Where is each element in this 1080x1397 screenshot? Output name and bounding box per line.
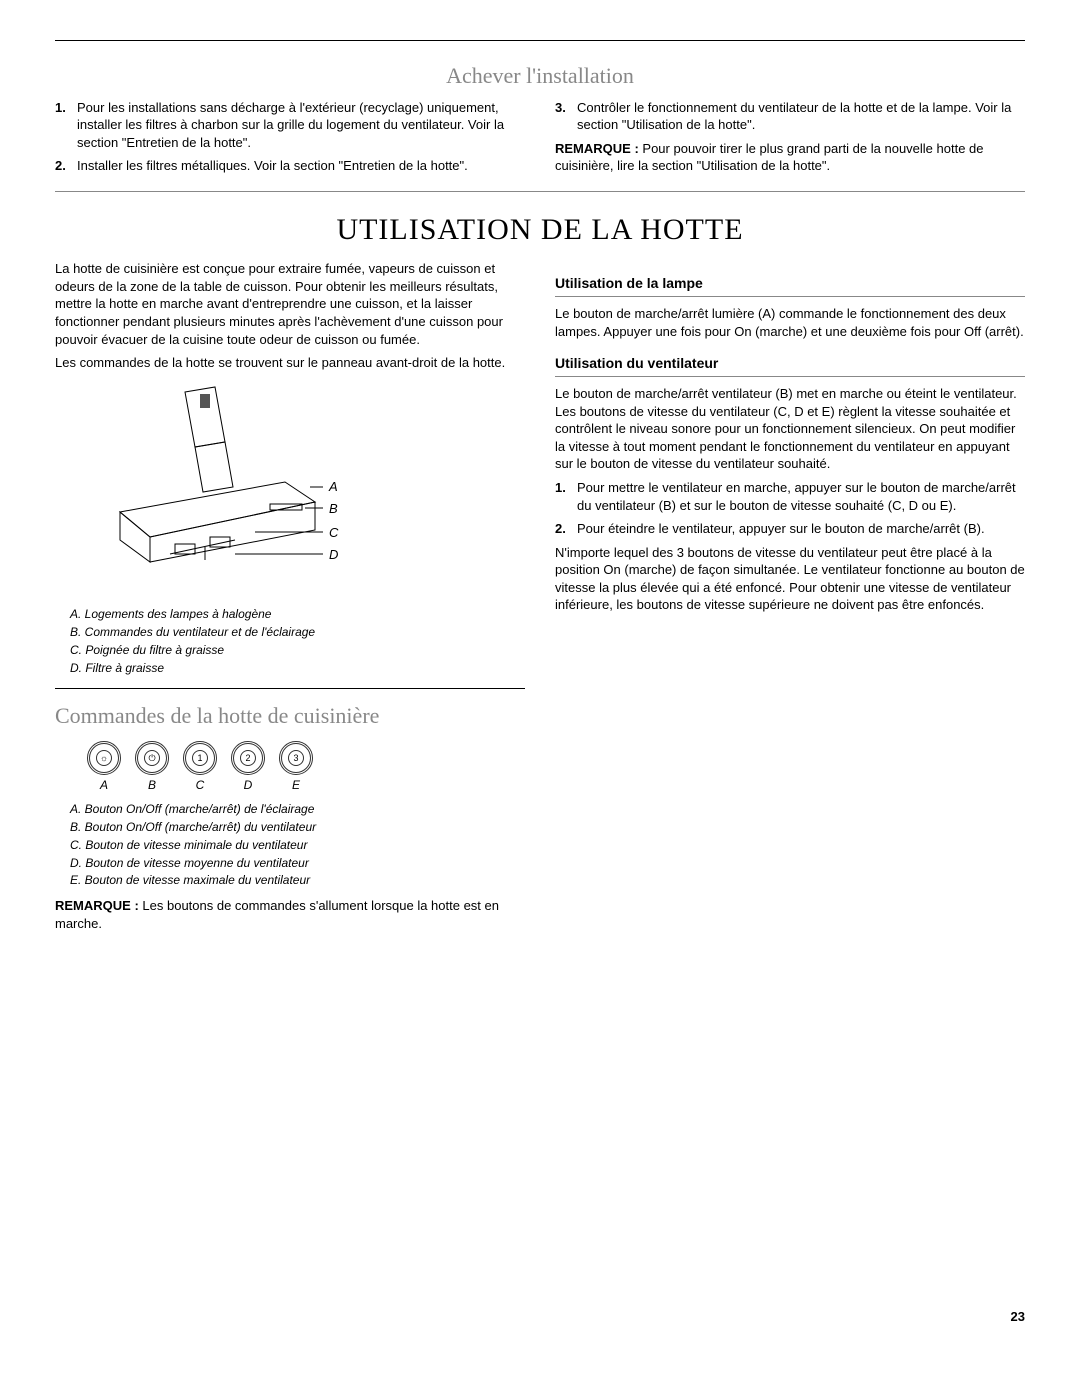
caption-line: B. Bouton On/Off (marche/arrêt) du venti… <box>70 819 525 836</box>
button-label: D <box>244 777 253 793</box>
step-num: 2. <box>55 157 77 175</box>
caption-line: D. Bouton de vitesse moyenne du ventilat… <box>70 855 525 872</box>
button-circle: ⏻ <box>135 741 169 775</box>
diagram-caption: A. Logements des lampes à halogène B. Co… <box>70 606 525 676</box>
button-label: E <box>292 777 300 793</box>
button-d: 2 D <box>231 741 265 793</box>
buttons-row: ☼ A ⏻ B 1 C 2 D 3 E <box>87 741 525 793</box>
button-label: C <box>196 777 205 793</box>
page-number: 23 <box>55 1308 1025 1326</box>
top-rule <box>55 40 1025 41</box>
section2-columns: La hotte de cuisinière est conçue pour e… <box>55 260 1025 938</box>
section2-right: Utilisation de la lampe Le bouton de mar… <box>555 260 1025 938</box>
diag-label-b: B <box>329 501 338 516</box>
hood-diagram-svg: A B C D <box>55 382 355 592</box>
step-text: Pour les installations sans décharge à l… <box>77 99 525 152</box>
diag-label-c: C <box>329 525 339 540</box>
caption-line: A. Logements des lampes à halogène <box>70 606 525 623</box>
remark-label: REMARQUE : <box>555 141 639 156</box>
button-inner-icon: ⏻ <box>144 750 160 766</box>
section1-left: 1.Pour les installations sans décharge à… <box>55 99 525 181</box>
button-circle: 1 <box>183 741 217 775</box>
caption-line: B. Commandes du ventilateur et de l'écla… <box>70 624 525 641</box>
button-circle: 2 <box>231 741 265 775</box>
button-inner-icon: 3 <box>288 750 304 766</box>
remark-label: REMARQUE : <box>55 898 139 913</box>
step-text: Pour mettre le ventilateur en marche, ap… <box>577 479 1025 514</box>
step-item: 1.Pour les installations sans décharge à… <box>55 99 525 152</box>
button-label: A <box>100 777 108 793</box>
vent-p2: N'importe lequel des 3 boutons de vitess… <box>555 544 1025 614</box>
step-num: 2. <box>555 520 577 538</box>
button-inner-icon: 2 <box>240 750 256 766</box>
diag-label-d: D <box>329 547 338 562</box>
section1-title: Achever l'installation <box>55 61 1025 91</box>
step-text: Pour éteindre le ventilateur, appuyer su… <box>577 520 1025 538</box>
step-item: 1.Pour mettre le ventilateur en marche, … <box>555 479 1025 514</box>
section1-left-steps: 1.Pour les installations sans décharge à… <box>55 99 525 175</box>
button-inner-icon: 1 <box>192 750 208 766</box>
lampe-text: Le bouton de marche/arrêt lumière (A) co… <box>555 305 1025 340</box>
step-num: 3. <box>555 99 577 134</box>
step-num: 1. <box>555 479 577 514</box>
step-item: 3.Contrôler le fonctionnement du ventila… <box>555 99 1025 134</box>
divider <box>55 688 525 689</box>
button-circle: ☼ <box>87 741 121 775</box>
section1-right: 3.Contrôler le fonctionnement du ventila… <box>555 99 1025 181</box>
divider <box>55 191 1025 192</box>
caption-line: C. Poignée du filtre à graisse <box>70 642 525 659</box>
vent-steps: 1.Pour mettre le ventilateur en marche, … <box>555 479 1025 538</box>
caption-line: E. Bouton de vitesse maximale du ventila… <box>70 872 525 889</box>
step-text: Contrôler le fonctionnement du ventilate… <box>577 99 1025 134</box>
caption-line: A. Bouton On/Off (marche/arrêt) de l'écl… <box>70 801 525 818</box>
commandes-title: Commandes de la hotte de cuisinière <box>55 701 525 731</box>
button-e: 3 E <box>279 741 313 793</box>
caption-line: D. Filtre à graisse <box>70 660 525 677</box>
commandes-caption: A. Bouton On/Off (marche/arrêt) de l'écl… <box>70 801 525 889</box>
button-c: 1 C <box>183 741 217 793</box>
button-inner-icon: ☼ <box>96 750 112 766</box>
vent-p1: Le bouton de marche/arrêt ventilateur (B… <box>555 385 1025 473</box>
commandes-remark: REMARQUE : Les boutons de commandes s'al… <box>55 897 525 932</box>
step-item: 2.Pour éteindre le ventilateur, appuyer … <box>555 520 1025 538</box>
lampe-heading: Utilisation de la lampe <box>555 274 1025 297</box>
main-title: UTILISATION DE LA HOTTE <box>55 210 1025 251</box>
ventilateur-heading: Utilisation du ventilateur <box>555 354 1025 377</box>
button-a: ☼ A <box>87 741 121 793</box>
button-label: B <box>148 777 156 793</box>
diag-label-a: A <box>328 479 338 494</box>
step-num: 1. <box>55 99 77 152</box>
section1-columns: 1.Pour les installations sans décharge à… <box>55 99 1025 181</box>
section2-left: La hotte de cuisinière est conçue pour e… <box>55 260 525 938</box>
section1-right-steps: 3.Contrôler le fonctionnement du ventila… <box>555 99 1025 134</box>
intro-p1: La hotte de cuisinière est conçue pour e… <box>55 260 525 348</box>
button-b: ⏻ B <box>135 741 169 793</box>
step-item: 2.Installer les filtres métalliques. Voi… <box>55 157 525 175</box>
button-circle: 3 <box>279 741 313 775</box>
intro-p2: Les commandes de la hotte se trouvent su… <box>55 354 525 372</box>
section1-remark: REMARQUE : Pour pouvoir tirer le plus gr… <box>555 140 1025 175</box>
hood-diagram: A B C D <box>55 382 525 597</box>
step-text: Installer les filtres métalliques. Voir … <box>77 157 525 175</box>
caption-line: C. Bouton de vitesse minimale du ventila… <box>70 837 525 854</box>
